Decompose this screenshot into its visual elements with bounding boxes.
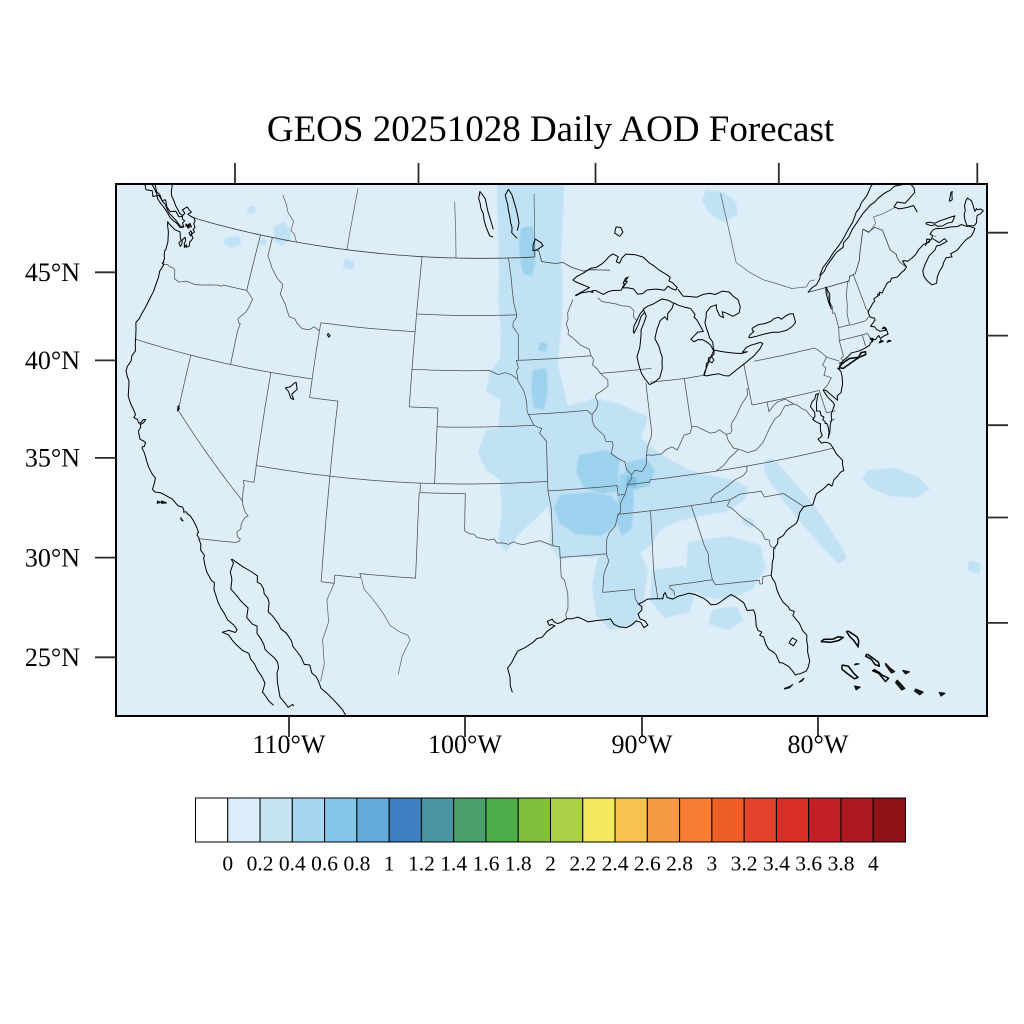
svg-text:4: 4 xyxy=(868,852,879,876)
svg-text:3.8: 3.8 xyxy=(828,852,855,876)
svg-text:3.6: 3.6 xyxy=(795,852,822,876)
svg-text:110°W: 110°W xyxy=(253,730,326,759)
svg-text:0.4: 0.4 xyxy=(279,852,306,876)
svg-text:GEOS 20251028 Daily AOD Foreca: GEOS 20251028 Daily AOD Forecast xyxy=(267,109,835,150)
svg-text:80°W: 80°W xyxy=(788,730,849,759)
svg-text:90°W: 90°W xyxy=(612,730,673,759)
svg-text:2.6: 2.6 xyxy=(634,852,661,876)
svg-text:3.2: 3.2 xyxy=(731,852,758,876)
svg-text:2.8: 2.8 xyxy=(666,852,693,876)
svg-text:45°N: 45°N xyxy=(25,258,80,287)
svg-text:2: 2 xyxy=(545,852,556,876)
svg-text:1.6: 1.6 xyxy=(473,852,500,876)
svg-text:0: 0 xyxy=(222,852,233,876)
svg-text:1.2: 1.2 xyxy=(408,852,435,876)
svg-text:1: 1 xyxy=(384,852,395,876)
svg-text:1.4: 1.4 xyxy=(440,852,467,876)
svg-text:3.4: 3.4 xyxy=(763,852,790,876)
svg-text:100°W: 100°W xyxy=(428,730,502,759)
svg-text:35°N: 35°N xyxy=(25,444,80,473)
svg-text:0.8: 0.8 xyxy=(343,852,370,876)
svg-text:25°N: 25°N xyxy=(25,643,80,672)
svg-text:0.2: 0.2 xyxy=(247,852,274,876)
svg-text:2.4: 2.4 xyxy=(602,852,629,876)
svg-text:1.8: 1.8 xyxy=(505,852,532,876)
svg-text:3: 3 xyxy=(707,852,718,876)
svg-text:40°N: 40°N xyxy=(25,346,80,375)
svg-text:0.6: 0.6 xyxy=(311,852,338,876)
svg-text:2.2: 2.2 xyxy=(569,852,596,876)
svg-text:30°N: 30°N xyxy=(25,543,80,572)
